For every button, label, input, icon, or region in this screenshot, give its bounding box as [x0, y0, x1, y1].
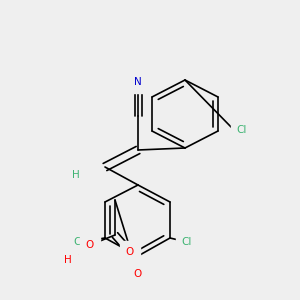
- Text: Cl: Cl: [182, 237, 192, 247]
- Text: Cl: Cl: [74, 237, 84, 247]
- Text: O: O: [86, 240, 94, 250]
- Text: N: N: [134, 77, 142, 87]
- Text: H: H: [64, 255, 72, 265]
- Text: H: H: [72, 170, 80, 180]
- Text: O: O: [126, 247, 134, 257]
- Text: Cl: Cl: [237, 125, 247, 135]
- Text: O: O: [134, 269, 142, 279]
